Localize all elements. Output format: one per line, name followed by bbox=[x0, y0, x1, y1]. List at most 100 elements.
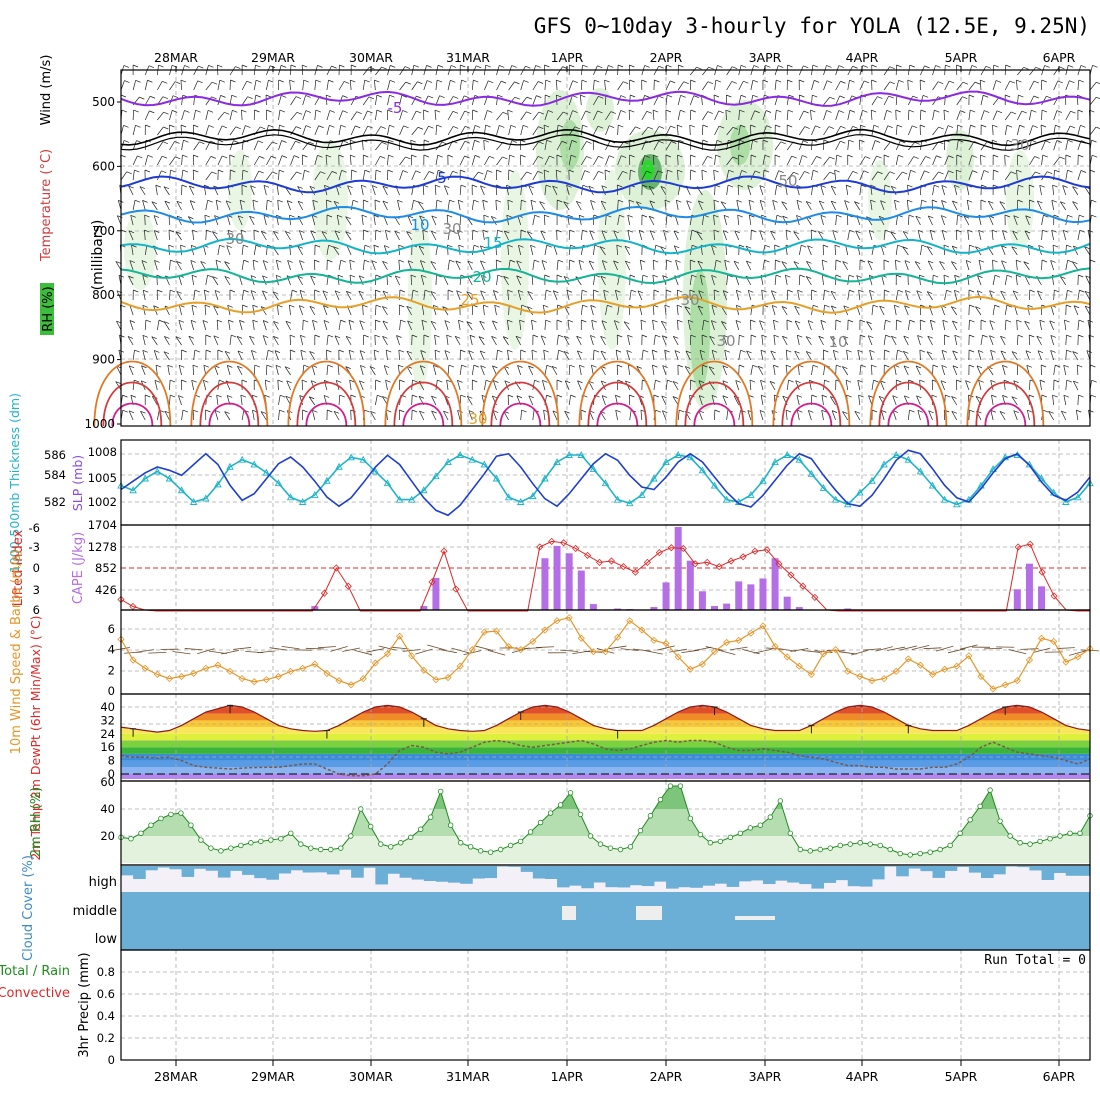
wind-barb-flag bbox=[564, 410, 570, 414]
temperature-loop bbox=[869, 360, 948, 427]
wind-barb bbox=[702, 215, 705, 226]
wind-barb-flag bbox=[286, 380, 292, 384]
li-marker bbox=[787, 571, 795, 579]
wind-barb-flag bbox=[361, 214, 368, 218]
wind-barb-flag bbox=[542, 380, 548, 383]
wind-barb-flag bbox=[387, 169, 393, 173]
rh-marker bbox=[557, 802, 564, 808]
wind-barb bbox=[641, 170, 647, 181]
wind-barb bbox=[944, 290, 947, 301]
wind-barb-flag bbox=[491, 216, 497, 219]
wind-barb bbox=[750, 140, 753, 151]
wind-barb bbox=[713, 229, 715, 241]
wind-barb bbox=[883, 141, 891, 151]
wind-barb-flag bbox=[723, 290, 729, 293]
wind-barb-flag bbox=[395, 275, 401, 279]
rh-marker bbox=[477, 848, 484, 854]
wind-barb-flag bbox=[148, 65, 155, 69]
wind-barb-flag bbox=[326, 94, 332, 98]
wind-barb-flag bbox=[866, 321, 872, 324]
wind-barb-flag bbox=[265, 379, 271, 383]
wind-barb bbox=[641, 111, 648, 121]
wind-barb bbox=[1049, 320, 1054, 331]
wind-barb-flag bbox=[389, 79, 396, 83]
wind-barb-flag bbox=[628, 199, 635, 203]
wind-barb bbox=[556, 111, 564, 121]
high-cloud-bar bbox=[750, 866, 764, 881]
wind-speed-marker bbox=[153, 670, 161, 679]
high-cloud-bar bbox=[508, 866, 522, 867]
wind-barb bbox=[217, 112, 225, 121]
wind-speed-marker bbox=[807, 670, 815, 679]
wind-barb-flag bbox=[895, 109, 901, 113]
wind-barb-flag bbox=[586, 156, 592, 159]
wind-barb-flag bbox=[406, 350, 413, 354]
wind-barb bbox=[157, 141, 164, 151]
surface-barb bbox=[875, 646, 893, 652]
wind-barb bbox=[714, 155, 716, 166]
wind-barb-flag bbox=[909, 64, 915, 68]
wind-barb-flag bbox=[455, 260, 461, 264]
wind-barb-flag bbox=[468, 350, 474, 353]
wind-barb-flag bbox=[1024, 230, 1031, 234]
wind-barb-flag bbox=[406, 306, 412, 309]
wind-barb bbox=[593, 245, 595, 256]
wind-barb-flag bbox=[1017, 154, 1023, 158]
wind-barb bbox=[685, 350, 691, 361]
wind-barb-flag bbox=[811, 289, 817, 293]
temperature-band bbox=[121, 733, 1090, 741]
wind-barb-flag bbox=[991, 229, 998, 233]
wind-barb bbox=[262, 320, 267, 331]
high-cloud-bar bbox=[859, 866, 873, 887]
wind-barb bbox=[399, 125, 404, 136]
wind-barb bbox=[847, 80, 850, 91]
wind-barb bbox=[191, 380, 195, 391]
wind-barb-flag bbox=[989, 290, 995, 294]
wind-barb-flag bbox=[364, 259, 370, 263]
wind-barb bbox=[314, 155, 318, 166]
wind-barb bbox=[883, 230, 886, 241]
wind-barb-flag bbox=[1016, 169, 1022, 173]
bottom-date-label: 2APR bbox=[650, 1069, 683, 1084]
wind-barb-flag bbox=[1013, 380, 1019, 383]
wind-barb-flag bbox=[314, 244, 321, 248]
wind-barb-flag bbox=[752, 139, 758, 143]
wind-barb-flag bbox=[207, 109, 214, 113]
rh-marker bbox=[278, 836, 284, 842]
wind-barb bbox=[369, 366, 376, 376]
wind-barb bbox=[1037, 350, 1042, 361]
wind10m-label: 10m Wind Speed & Barbs (m/s) bbox=[9, 550, 24, 755]
wind-barb bbox=[459, 185, 462, 196]
wind-barb bbox=[1039, 185, 1042, 196]
wind-barb bbox=[266, 364, 268, 376]
wind-barb-flag bbox=[274, 350, 281, 353]
wind-barb-flag bbox=[243, 154, 250, 158]
wind-barb-flag bbox=[838, 65, 844, 68]
wind-barb-flag bbox=[217, 64, 223, 68]
wind-barb bbox=[532, 260, 535, 271]
wind-barb-flag bbox=[598, 155, 604, 159]
wind-barb bbox=[1077, 394, 1079, 406]
wind-barb-flag bbox=[426, 80, 433, 83]
wind-barb bbox=[637, 290, 643, 301]
rh-marker bbox=[417, 826, 424, 832]
wind-barb bbox=[847, 275, 850, 286]
high-cloud-bar bbox=[314, 866, 328, 873]
wind-barb bbox=[615, 350, 618, 361]
wind-barb bbox=[726, 127, 734, 136]
surface-barb bbox=[862, 648, 881, 651]
wind-barb bbox=[698, 410, 703, 421]
wind-barb bbox=[956, 81, 964, 91]
wind-barb-flag bbox=[189, 185, 195, 189]
wind-barb-flag bbox=[956, 154, 962, 158]
wind-barb-flag bbox=[641, 79, 647, 83]
wind-speed-marker bbox=[541, 626, 549, 634]
wind-barb-flag bbox=[699, 349, 706, 353]
wind-barb bbox=[871, 364, 873, 376]
wind-barb bbox=[131, 245, 134, 256]
surface-barb bbox=[233, 647, 252, 650]
wind-barb bbox=[677, 185, 681, 196]
wind-barb-flag bbox=[582, 184, 589, 188]
wind-barb-flag bbox=[956, 229, 962, 233]
